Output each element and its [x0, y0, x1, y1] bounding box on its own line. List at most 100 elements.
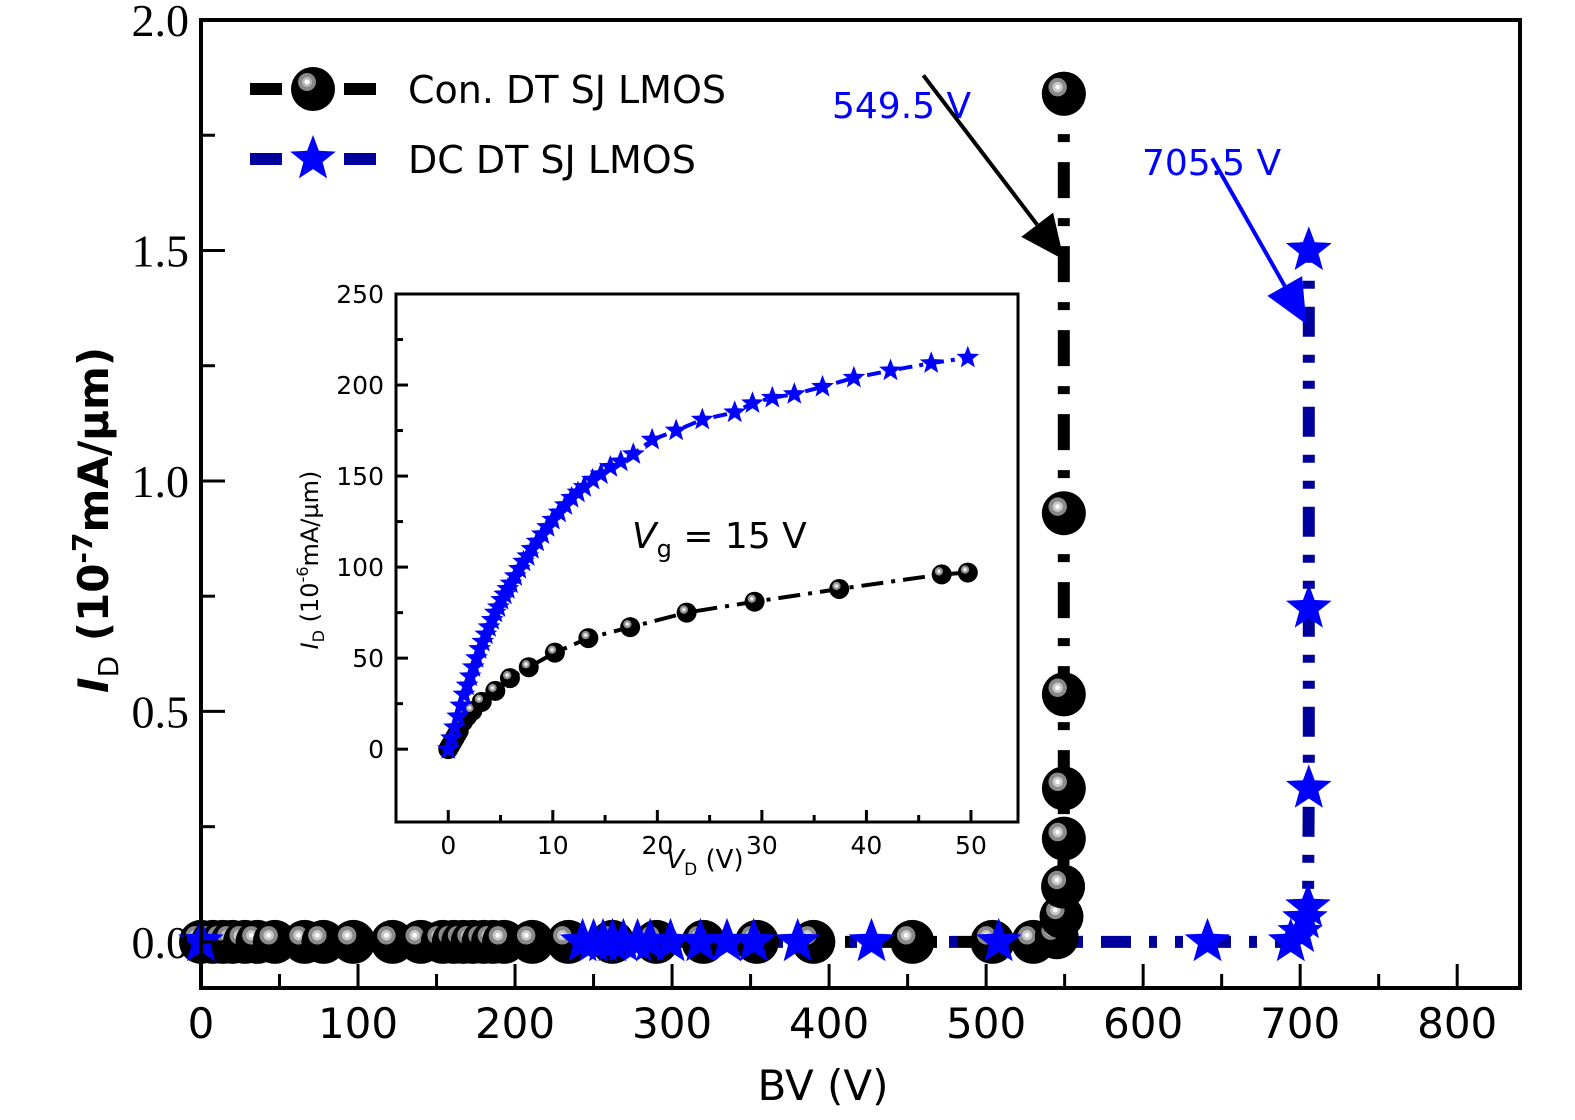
inset-data-point-dc — [690, 407, 714, 430]
inset-data-point-dc — [553, 493, 577, 515]
inset-data-point-con — [744, 591, 765, 612]
data-point-dc — [774, 917, 821, 962]
inset-axis-ticks — [396, 292, 973, 822]
y-tick-label: 2.0 — [132, 0, 190, 46]
y-tick-label: 250 — [336, 280, 384, 309]
y-tick-label: 50 — [352, 644, 384, 673]
main-y-label-sup: -7 — [66, 532, 99, 563]
x-tick-label: 0 — [188, 999, 215, 1048]
data-point-dc — [704, 917, 750, 962]
data-point-dc — [677, 917, 724, 962]
data-point-con — [331, 919, 376, 964]
data-point-dc — [1286, 584, 1332, 628]
inset-data-point-dc — [723, 400, 747, 423]
annotation-705-5v: 705.5 V — [1142, 143, 1282, 184]
inset-data-point-dc — [842, 365, 866, 388]
main-y-label-rest: (10 — [69, 564, 118, 656]
inset-y-axis-label: ID (10-6mA/µm) — [293, 471, 328, 650]
inset-data-point-dc — [560, 485, 583, 508]
legend-label-con: Con. DT SJ LMOS — [408, 68, 726, 112]
inset-data-point-dc — [760, 385, 784, 408]
inset-data-point-con — [957, 562, 978, 583]
y-tick-label: 0.0 — [132, 917, 190, 968]
inset-data-point-dc — [956, 345, 980, 368]
x-tick-label: 0 — [440, 831, 456, 860]
inset-series-markers — [436, 345, 980, 760]
x-tick-label: 40 — [851, 831, 883, 860]
inset-data-point-dc — [461, 655, 485, 677]
main-series-markers — [178, 71, 1332, 964]
main-x-axis-label: BV (V) — [757, 1061, 888, 1110]
y-tick-label: 1.0 — [132, 456, 190, 507]
annotation-arrows — [921, 74, 1307, 325]
legend-entry-con: Con. DT SJ LMOS — [250, 67, 726, 112]
annotation-arrow-head — [1021, 212, 1064, 260]
x-tick-label: 50 — [955, 831, 987, 860]
data-point-dc — [730, 917, 777, 962]
main-plot: 0 100 200 300 400 500 600 700 8000.00.51.01.52.0… — [66, 0, 1522, 1110]
inset-data-point-dc — [621, 442, 645, 464]
inset-data-point-dc — [452, 682, 476, 705]
inset-data-point-con — [578, 628, 599, 649]
inset-data-point-dc — [879, 358, 902, 381]
y-tick-label: 0.5 — [132, 687, 190, 738]
data-point-dc — [1286, 764, 1332, 808]
main-y-label-italic: I — [69, 677, 118, 693]
inset-data-point-dc — [609, 449, 633, 472]
inset-data-point-con — [544, 642, 565, 663]
x-tick-label: 300 — [632, 999, 712, 1048]
annotation-arrow-line — [921, 74, 1039, 226]
inset-data-point-dc — [589, 462, 613, 484]
inset-data-point-con — [471, 691, 492, 712]
data-point-dc — [975, 917, 1022, 962]
inset-data-point-dc — [446, 704, 470, 727]
data-point-con — [1041, 672, 1086, 717]
x-tick-label: 10 — [537, 831, 569, 860]
legend-line-left-dc — [250, 153, 282, 165]
x-tick-label: 100 — [318, 999, 398, 1048]
inset-y-label-sub: D — [309, 630, 328, 642]
data-point-dc — [1184, 917, 1231, 962]
data-point-con — [1041, 766, 1086, 811]
inset-series-line-dc — [446, 355, 969, 750]
inset-data-point-con — [676, 602, 697, 623]
inset-x-label-italic: V — [666, 845, 686, 875]
inset-data-point-dc — [664, 418, 688, 441]
data-point-dc — [1285, 882, 1331, 927]
inset-data-point-dc — [566, 480, 590, 503]
inset-data-point-dc — [572, 475, 596, 497]
inset-y-label-sup: -6 — [293, 567, 312, 583]
main-y-axis-label: ID (10-7mA/µm) — [66, 347, 125, 693]
inset-data-point-dc — [436, 737, 460, 759]
legend-marker-star-icon — [290, 135, 336, 179]
inset-data-point-dc — [598, 455, 622, 477]
inset-data-point-dc — [581, 467, 604, 490]
data-point-con — [510, 919, 555, 964]
inset-x-axis-label: VD (V) — [666, 845, 743, 880]
data-point-dc — [627, 917, 673, 962]
y-tick-label: 150 — [336, 462, 384, 491]
inset-data-point-con — [620, 617, 641, 638]
inset-data-point-dc — [440, 726, 463, 748]
y-tick-label: 100 — [336, 553, 384, 582]
inset-data-point-con — [499, 668, 520, 689]
inset-data-point-con — [829, 578, 850, 599]
legend-line-right-dc — [344, 153, 376, 165]
inset-data-point-dc — [811, 374, 834, 397]
inset-data-point-con — [485, 680, 506, 701]
x-tick-label: 200 — [475, 999, 555, 1048]
inset-data-point-dc — [455, 673, 479, 696]
inset-data-point-dc — [449, 693, 473, 716]
legend-label-dc: DC DT SJ LMOS — [408, 138, 696, 182]
inset-data-point-dc — [547, 500, 571, 523]
x-tick-label: 400 — [789, 999, 869, 1048]
inset-data-point-dc — [465, 646, 488, 668]
inset-background — [396, 294, 1018, 822]
legend-entry-dc: DC DT SJ LMOS — [250, 135, 696, 182]
data-point-dc — [1286, 226, 1332, 270]
main-plot-frame — [199, 18, 1522, 990]
x-tick-label: 30 — [746, 831, 778, 860]
y-tick-label: 1.5 — [132, 226, 190, 277]
x-tick-label: 800 — [1417, 999, 1497, 1048]
